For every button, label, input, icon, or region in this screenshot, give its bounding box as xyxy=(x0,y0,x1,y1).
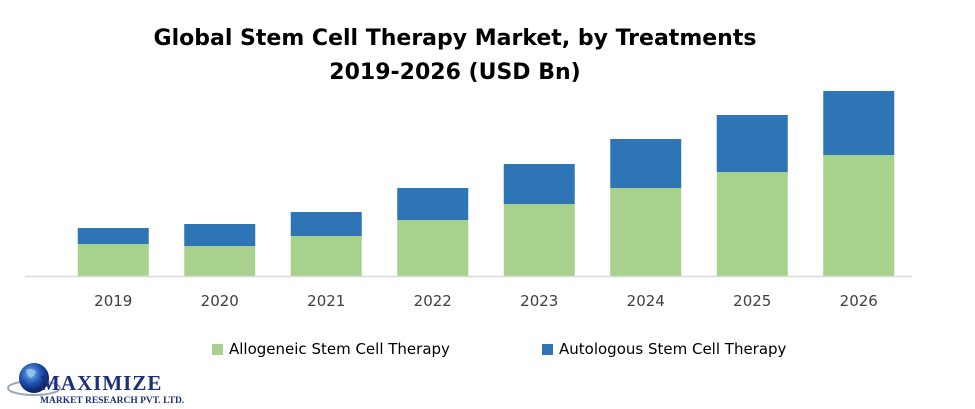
bar-autologous-2021 xyxy=(290,212,362,236)
x-tick-label: 2023 xyxy=(520,292,558,310)
x-tick-label: 2026 xyxy=(840,292,878,310)
logo-tagline: MARKET RESEARCH PVT. LTD. xyxy=(40,396,185,406)
bar-allogeneic-2021 xyxy=(290,236,362,276)
logo-name: MAXIMIZE xyxy=(40,371,163,395)
legend-label-allogeneic: Allogeneic Stem Cell Therapy xyxy=(229,340,450,358)
chart-subtitle: 2019-2026 (USD Bn) xyxy=(329,60,581,85)
bar-autologous-2024 xyxy=(610,139,682,188)
company-logo: MAXIMIZE MARKET RESEARCH PVT. LTD. xyxy=(6,360,206,409)
legend-swatch-allogeneic xyxy=(212,343,223,355)
bar-allogeneic-2020 xyxy=(184,246,256,276)
x-tick-label: 2020 xyxy=(201,292,239,310)
bar-allogeneic-2026 xyxy=(823,155,895,276)
x-tick-label: 2019 xyxy=(94,292,132,310)
chart-title: Global Stem Cell Therapy Market, by Trea… xyxy=(153,26,757,51)
x-tick-label: 2022 xyxy=(414,292,452,310)
x-tick-label: 2021 xyxy=(307,292,345,310)
legend-item-autologous: Autologous Stem Cell Therapy xyxy=(542,340,786,358)
legend-swatch-autologous xyxy=(542,343,553,355)
bar-autologous-2022 xyxy=(397,188,469,220)
bar-autologous-2023 xyxy=(503,164,575,204)
bar-allogeneic-2022 xyxy=(397,220,469,276)
legend-item-allogeneic: Allogeneic Stem Cell Therapy xyxy=(212,340,450,358)
bar-autologous-2025 xyxy=(716,115,788,172)
bar-autologous-2020 xyxy=(184,224,256,246)
x-tick-label: 2025 xyxy=(733,292,771,310)
bar-allogeneic-2023 xyxy=(503,204,575,276)
chart-title-block: Global Stem Cell Therapy Market, by Trea… xyxy=(0,22,910,90)
x-tick-label: 2024 xyxy=(627,292,665,310)
bar-autologous-2026 xyxy=(823,91,895,155)
bar-allogeneic-2025 xyxy=(716,172,788,276)
legend-label-autologous: Autologous Stem Cell Therapy xyxy=(559,340,787,358)
bar-allogeneic-2019 xyxy=(77,244,149,276)
globe-icon xyxy=(7,363,61,396)
bar-allogeneic-2024 xyxy=(610,188,682,276)
bar-autologous-2019 xyxy=(77,228,149,244)
